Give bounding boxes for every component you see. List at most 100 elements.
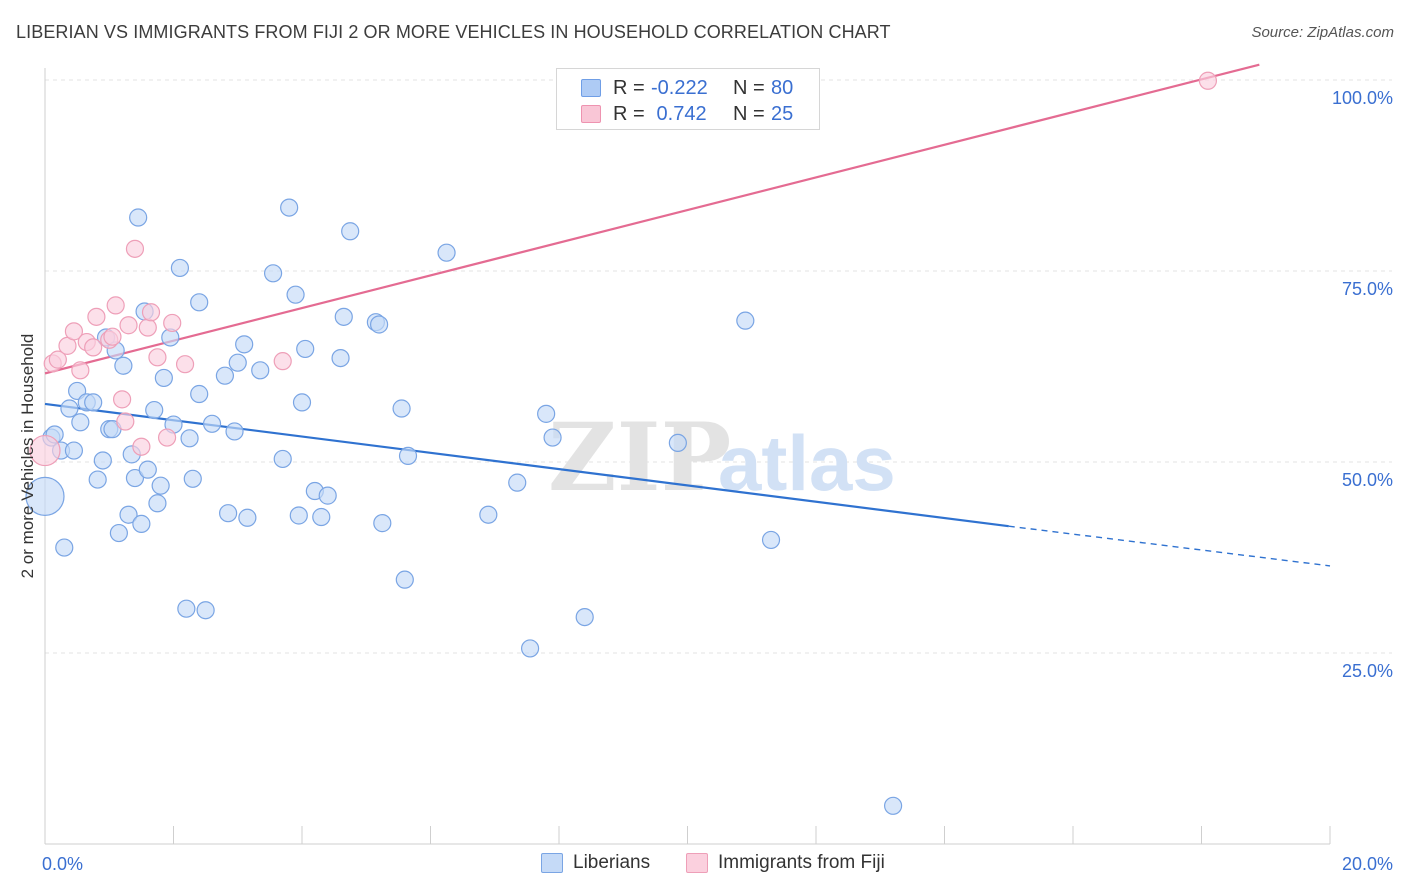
liberian-point	[370, 315, 389, 334]
liberian-point	[71, 413, 90, 432]
liberian-point	[883, 796, 903, 815]
watermark-zip: ZIP	[548, 403, 731, 513]
fiji-point	[141, 303, 161, 322]
liberian-point	[154, 368, 173, 388]
fiji-point	[84, 338, 103, 357]
liberian-point	[109, 523, 128, 543]
liberian-point	[296, 339, 315, 359]
liberian-point	[84, 393, 103, 412]
liberian-point	[25, 476, 65, 516]
grid-lines	[45, 79, 1392, 654]
liberian-point	[190, 384, 209, 404]
liberian-point	[398, 446, 418, 465]
liberian-point	[543, 428, 562, 447]
liberian-point	[373, 514, 392, 533]
liberian-point	[479, 505, 498, 524]
liberian-point	[235, 335, 254, 354]
stats-legend: R = -0.222 N = 80 R = 0.742 N = 25	[556, 68, 820, 130]
y-tick-label: 25.0%	[1342, 661, 1393, 681]
liberian-point	[761, 530, 781, 550]
liberian-point	[341, 222, 360, 241]
liberian-point	[736, 311, 755, 330]
fiji-point	[116, 412, 135, 431]
fiji-point	[71, 361, 90, 380]
legend-swatch-liberians	[581, 79, 601, 97]
series-swatch-fiji	[686, 853, 708, 873]
liberian-point	[331, 348, 350, 368]
liberian-point	[93, 451, 112, 470]
liberian-point	[668, 433, 687, 452]
liberian-point	[151, 476, 170, 495]
y-tick-labels: 100.0% 75.0% 50.0% 25.0% 0.0% 20.0%	[42, 88, 1393, 874]
liberian-point	[263, 264, 283, 283]
chart-source: Source: ZipAtlas.com	[1251, 24, 1394, 41]
fiji-point	[106, 296, 125, 315]
liberian-point	[312, 507, 331, 527]
fiji-point	[112, 390, 132, 409]
liberian-point	[286, 285, 305, 304]
legend-r-label: R =	[613, 103, 645, 125]
series-label-fiji: Immigrants from Fiji	[718, 852, 885, 873]
legend-n-value: 25	[771, 103, 794, 125]
fiji-point	[103, 327, 122, 346]
fiji-point	[148, 348, 167, 367]
liberian-point	[395, 570, 414, 589]
liberian-point	[119, 505, 138, 524]
x-tick-label: 20.0%	[1342, 854, 1393, 874]
y-axis-label: 2 or more Vehicles in Household	[18, 333, 37, 579]
fiji-point	[48, 350, 67, 369]
liberian-point	[508, 473, 527, 492]
watermark-atlas: atlas	[718, 419, 896, 507]
legend-n-value: 80	[771, 77, 794, 99]
liberian-point	[215, 366, 234, 385]
liberian-point	[177, 599, 196, 618]
fiji-point	[125, 239, 145, 258]
liberian-point	[437, 243, 456, 262]
liberian-point	[125, 468, 145, 488]
liberian-point	[238, 508, 257, 527]
liberian-point	[219, 504, 238, 523]
fiji-point	[132, 437, 151, 456]
legend-r-value: 0.742	[651, 103, 707, 125]
chart-title: LIBERIAN VS IMMIGRANTS FROM FIJI 2 OR MO…	[16, 22, 891, 42]
y-tick-label: 75.0%	[1342, 279, 1393, 299]
liberian-point	[520, 639, 540, 658]
liberian-point	[170, 258, 190, 278]
liberian-point	[60, 399, 79, 418]
liberian-point	[575, 607, 594, 627]
data-points	[25, 71, 1218, 815]
fiji-point	[87, 307, 106, 326]
liberian-point	[132, 514, 151, 533]
liberian-point	[392, 399, 411, 418]
fiji-point	[175, 355, 195, 374]
x-tick-label: 0.0%	[42, 854, 83, 874]
liberian-point	[251, 361, 270, 380]
liberian-point	[273, 449, 292, 469]
liberian-point	[202, 414, 222, 433]
fiji-point	[119, 316, 138, 335]
y-tick-label: 100.0%	[1332, 88, 1393, 108]
fiji-point	[157, 428, 177, 447]
liberian-point	[138, 460, 157, 479]
fiji-point	[64, 322, 84, 341]
liberian-point	[190, 293, 209, 312]
legend-n-label: N =	[733, 77, 765, 99]
liberian-point	[148, 494, 167, 513]
liberian-point	[334, 307, 353, 326]
liberian-point	[318, 486, 337, 505]
liberian-point	[225, 422, 244, 441]
fiji-trend-line	[44, 63, 1260, 375]
liberians-trend-extension	[1008, 525, 1331, 567]
legend-swatch-fiji	[581, 105, 601, 123]
liberian-point	[145, 400, 164, 420]
legend-n-label: N =	[733, 103, 765, 125]
fiji-point	[29, 434, 61, 467]
liberian-point	[64, 441, 84, 460]
watermark: ZIP atlas	[548, 403, 896, 513]
liberian-point	[196, 601, 215, 620]
liberian-point	[88, 470, 107, 489]
liberian-point	[183, 469, 202, 488]
legend-r-label: R =	[613, 77, 645, 99]
liberian-point	[55, 538, 74, 557]
